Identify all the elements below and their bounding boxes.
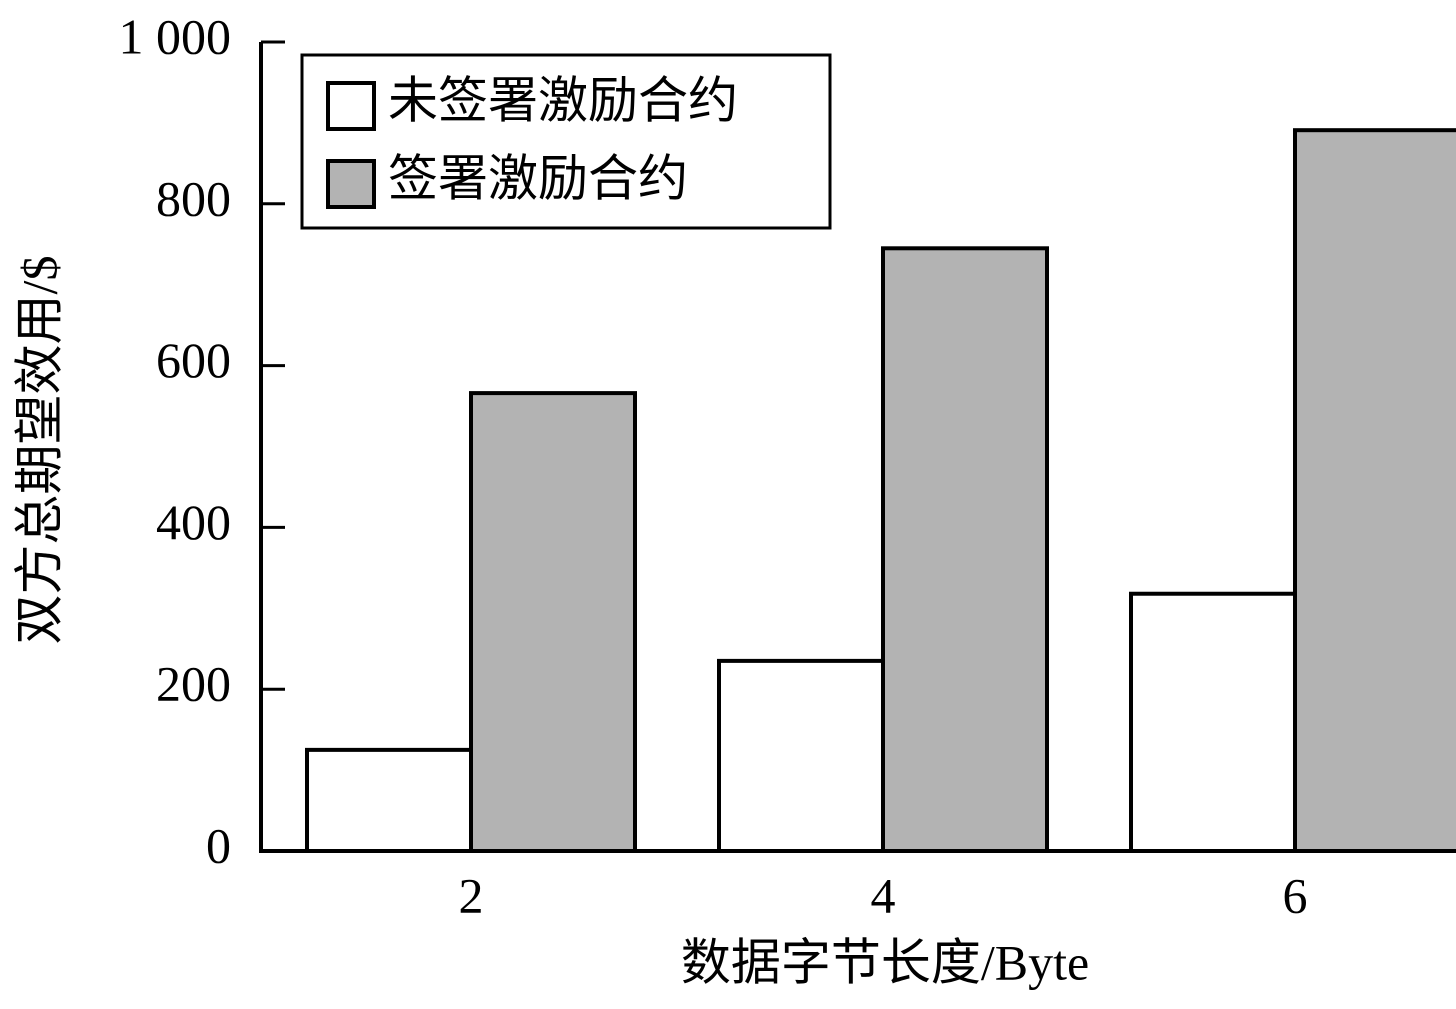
legend-swatch <box>326 81 376 131</box>
legend-label: 未签署激励合约 <box>388 72 738 128</box>
legend-label: 签署激励合约 <box>388 150 688 206</box>
y-tick-label: 200 <box>156 656 231 712</box>
x-tick-label: 2 <box>459 867 484 923</box>
y-tick-label: 600 <box>156 332 231 388</box>
bar <box>305 747 473 853</box>
legend-swatch <box>326 159 376 209</box>
bar <box>1129 591 1297 853</box>
y-axis-label: 双方总期望效用/$ <box>11 256 67 645</box>
y-tick-label: 400 <box>156 494 231 550</box>
x-tick-label: 4 <box>871 867 896 923</box>
bar <box>717 658 885 854</box>
y-tick-label: 1 000 <box>119 8 232 64</box>
legend-box <box>300 53 832 230</box>
bar <box>469 391 637 853</box>
x-tick-label: 6 <box>1283 867 1308 923</box>
x-axis-label: 数据字节长度/Byte <box>681 934 1089 990</box>
bar <box>881 246 1049 854</box>
bar <box>1293 128 1456 853</box>
y-tick-label: 0 <box>206 817 231 873</box>
y-tick-label: 800 <box>156 170 231 226</box>
